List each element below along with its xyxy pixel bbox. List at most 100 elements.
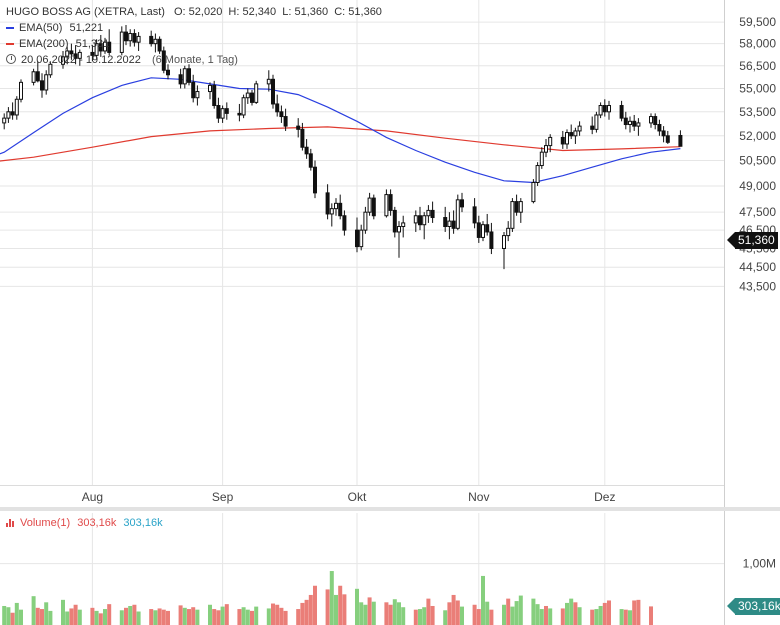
volume-bar — [98, 613, 103, 625]
candle-body-down — [489, 231, 494, 249]
candle-body-up — [607, 105, 611, 113]
volume-bar — [548, 608, 553, 625]
volume-bar — [250, 610, 254, 625]
candle — [237, 103, 242, 122]
ema200-swatch — [6, 43, 14, 46]
candle — [397, 221, 401, 258]
candle-body-up — [649, 116, 653, 124]
volume-bar — [338, 585, 343, 625]
volume-bar — [388, 604, 393, 625]
candle-body-down — [124, 31, 128, 42]
candle-body-up — [241, 97, 246, 116]
candle — [48, 61, 53, 78]
volume-bar — [212, 609, 217, 625]
candle — [149, 30, 154, 47]
candle — [182, 65, 187, 89]
volume-bar — [607, 600, 611, 625]
candle-body-down — [296, 125, 301, 130]
candle-body-down — [451, 220, 456, 229]
volume-badge: 303,16k — [727, 598, 780, 615]
candle-body-down — [418, 215, 422, 226]
volume-bar — [451, 594, 456, 625]
candle — [628, 116, 632, 133]
candle — [573, 127, 578, 144]
volume-bar — [107, 604, 112, 625]
volume-bar — [44, 602, 49, 625]
candle — [548, 134, 553, 153]
volume-bar — [40, 609, 44, 625]
candle-body-down — [472, 206, 477, 224]
volume-bar — [539, 609, 544, 625]
candle — [61, 50, 65, 69]
volume-bar — [565, 602, 569, 625]
ema200-label: EMA(200) — [19, 38, 69, 50]
candle — [329, 203, 334, 227]
candle — [216, 97, 221, 123]
volume-bar — [124, 607, 128, 625]
candle — [598, 102, 603, 119]
candle-body-up — [573, 130, 578, 137]
candle — [266, 70, 271, 92]
candle-body-down — [514, 201, 519, 213]
volume-bar — [161, 609, 166, 625]
ema50-legend[interactable]: EMA(50) 51,221 — [6, 20, 103, 36]
volume-bar — [187, 609, 191, 625]
volume-bar — [460, 606, 464, 625]
candle-body-down — [653, 116, 658, 126]
candle — [10, 102, 15, 120]
candle — [325, 184, 330, 220]
candle-body-up — [506, 227, 511, 237]
volume-bar — [623, 609, 628, 625]
volume-bar — [334, 594, 338, 625]
candle-body-up — [77, 51, 82, 59]
volume-bar — [636, 599, 641, 625]
ema50-value: 51,221 — [69, 22, 104, 34]
candle-body-up — [422, 215, 427, 226]
volume-bar — [6, 607, 11, 625]
candle-body-up — [455, 199, 460, 229]
volume-bar — [619, 609, 624, 625]
candle — [636, 118, 641, 136]
candle-body-up — [594, 114, 599, 130]
candle — [304, 139, 309, 159]
candle — [602, 99, 607, 117]
candle-body-down — [392, 209, 397, 233]
candle — [161, 46, 166, 74]
candle-body-down — [485, 224, 490, 233]
candle-body-up — [128, 33, 133, 42]
volume-bar — [10, 612, 15, 625]
candle — [153, 33, 158, 53]
ema200-value: 51,331 — [75, 38, 110, 50]
volume-bar — [31, 596, 36, 625]
candle — [355, 217, 359, 253]
volume-bar — [224, 604, 229, 625]
volume-legend[interactable]: Volume(1) 303,16k 303,16k — [6, 515, 163, 531]
volume-bar — [430, 605, 435, 625]
volume-bar — [14, 602, 19, 625]
candle-body-up — [208, 84, 212, 93]
candle-body-up — [518, 201, 523, 213]
volume-bar — [65, 611, 70, 625]
candle — [342, 210, 347, 236]
ema200-legend[interactable]: EMA(200) 51,331 — [6, 36, 109, 52]
volume-bars-icon — [6, 518, 15, 527]
candle — [443, 206, 448, 232]
candle — [313, 160, 317, 199]
pane-divider — [0, 507, 780, 511]
volume-bar — [94, 610, 99, 625]
volume-tick-label: 1,00M — [743, 557, 776, 571]
volume-bar — [69, 608, 74, 625]
candle-body-down — [304, 146, 309, 155]
candle-body-down — [10, 111, 15, 116]
volume-bar — [182, 607, 187, 625]
candle — [300, 122, 305, 151]
candle-body-down — [313, 166, 317, 194]
candle-body-down — [279, 111, 284, 118]
volume-bar — [401, 607, 406, 625]
price-tick-label: 44,500 — [739, 260, 776, 274]
candle-body-up — [254, 83, 259, 103]
volume-bar — [195, 609, 200, 625]
candle-body-up — [544, 145, 548, 153]
volume-bar — [485, 601, 490, 625]
